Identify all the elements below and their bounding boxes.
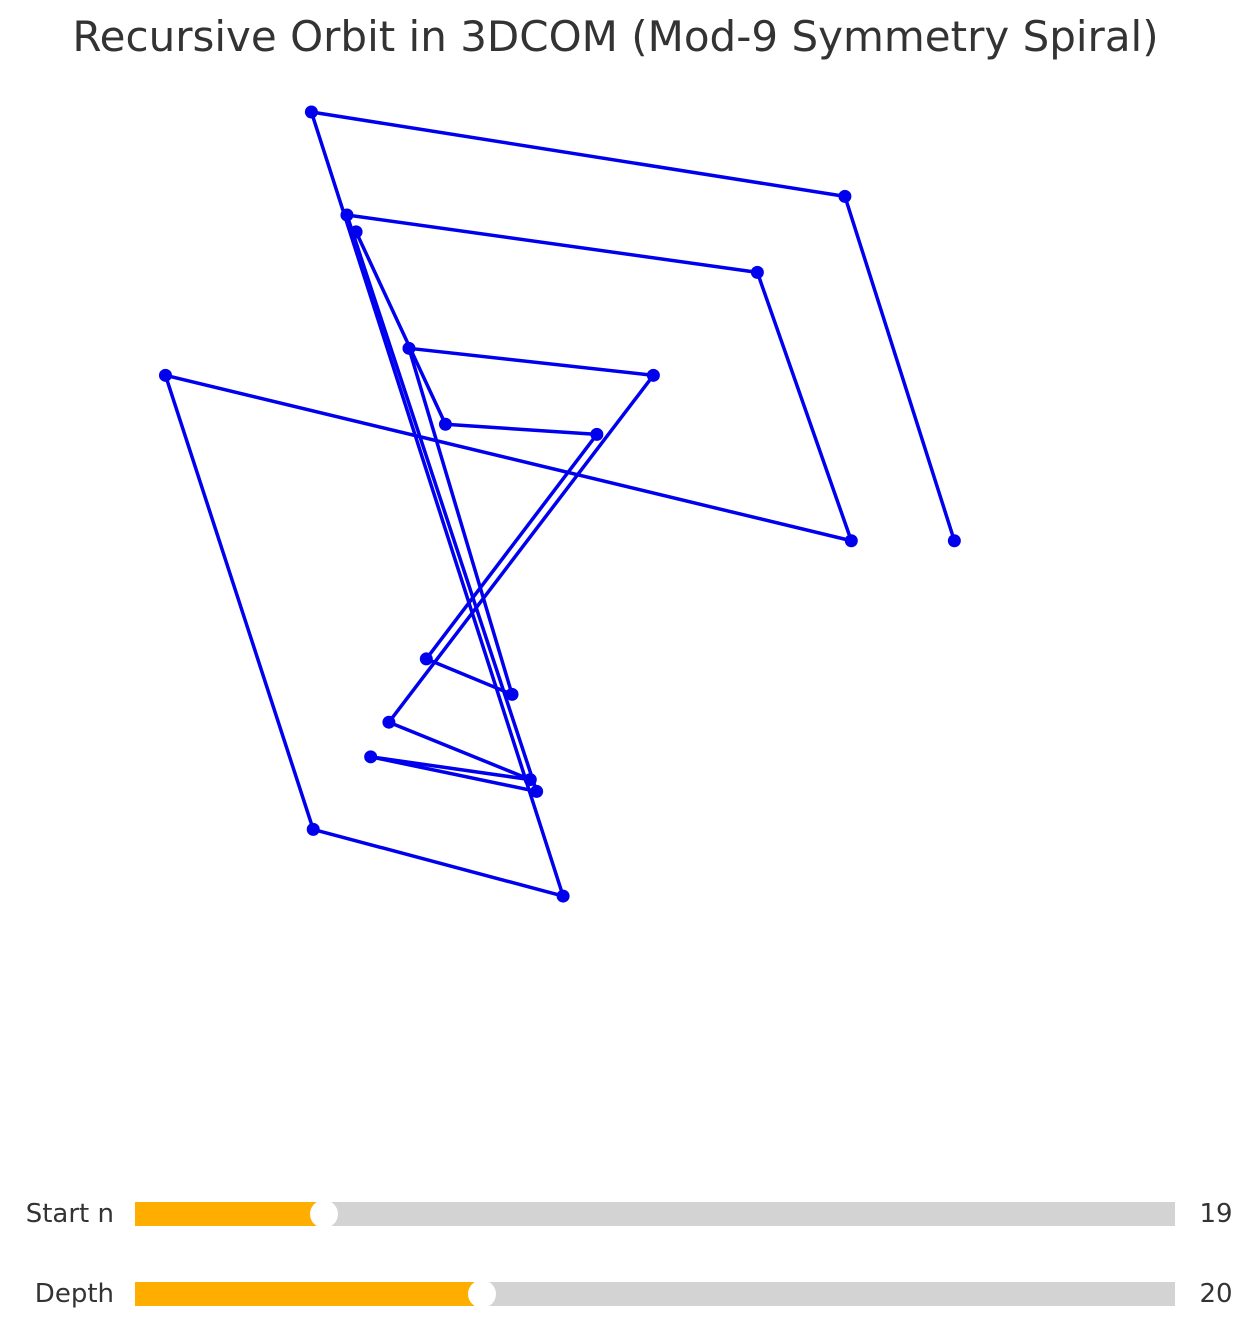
- start-n-value: 19: [1199, 1199, 1233, 1229]
- orbit-point: [340, 208, 354, 222]
- orbit-segment: [345, 213, 760, 275]
- orbit-point: [349, 225, 363, 239]
- orbit-segment: [354, 230, 448, 427]
- orbit-point: [306, 822, 320, 836]
- orbit-point: [382, 715, 396, 729]
- depth-value: 20: [1199, 1279, 1233, 1309]
- chart-title: Recursive Orbit in 3DCOM (Mod-9 Symmetry…: [72, 12, 1159, 61]
- start-n-track[interactable]: [135, 1200, 1175, 1228]
- orbit-plot: [158, 105, 961, 903]
- orbit-point: [750, 265, 764, 279]
- orbit-point: [947, 534, 961, 548]
- orbit-segment: [755, 270, 854, 543]
- orbit-segment: [163, 373, 854, 543]
- start-n-label: Start n: [25, 1199, 114, 1229]
- depth-track[interactable]: [135, 1280, 1175, 1308]
- orbit-point: [646, 368, 660, 382]
- orbit-segment: [345, 213, 539, 794]
- orbit-point: [364, 750, 378, 764]
- orbit-segment: [309, 110, 847, 199]
- orbit-point: [523, 773, 537, 787]
- depth-label: Depth: [34, 1279, 114, 1309]
- orbit-point: [505, 687, 519, 701]
- orbit-segment: [424, 657, 514, 697]
- orbit-segment: [368, 755, 539, 794]
- orbit-point: [402, 341, 416, 355]
- depth-slider[interactable]: Depth 20: [0, 1274, 1251, 1314]
- orbit-segment: [163, 373, 315, 832]
- orbit-segment: [387, 373, 656, 724]
- orbit-segment: [424, 432, 599, 661]
- start-n-slider[interactable]: Start n 19: [0, 1194, 1251, 1234]
- orbit-segment: [407, 346, 514, 697]
- orbit-point: [304, 105, 318, 119]
- orbit-segment: [368, 755, 533, 782]
- orbit-segment: [443, 422, 599, 437]
- orbit-point: [158, 368, 172, 382]
- orbit-point: [844, 534, 858, 548]
- orbit-segment: [843, 194, 957, 543]
- orbit-point: [419, 652, 433, 666]
- orbit-point: [438, 417, 452, 431]
- orbit-segment: [387, 720, 533, 782]
- orbit-point: [838, 189, 852, 203]
- orbit-point: [556, 889, 570, 903]
- orbit-segment: [311, 827, 565, 898]
- orbit-segment: [309, 110, 565, 898]
- orbit-segment: [407, 346, 656, 378]
- start-n-fill: [135, 1202, 325, 1226]
- start-n-handle[interactable]: [310, 1200, 339, 1228]
- orbit-point: [590, 427, 604, 441]
- depth-handle[interactable]: [468, 1280, 497, 1308]
- depth-fill: [135, 1282, 483, 1306]
- orbit-point: [530, 784, 544, 798]
